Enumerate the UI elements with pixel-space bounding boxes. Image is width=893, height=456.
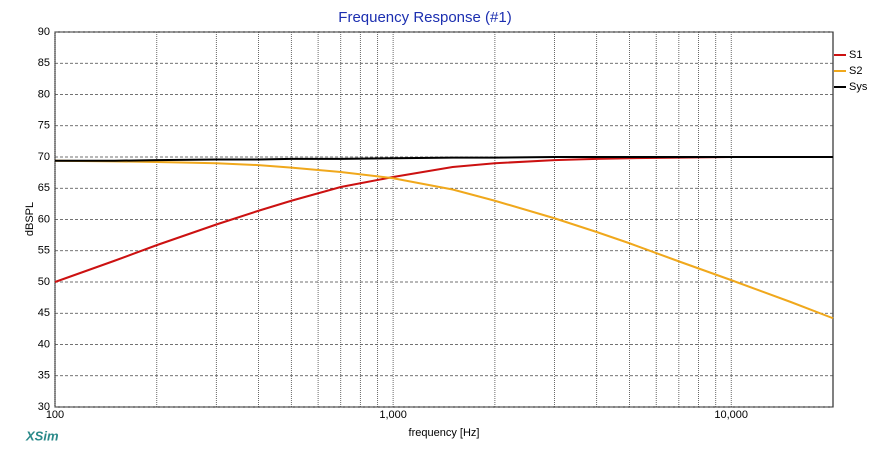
- series-line: [55, 156, 833, 162]
- y-tick-label: 85: [38, 57, 50, 69]
- y-tick-label: 75: [38, 120, 50, 132]
- y-tick-label: 40: [38, 338, 50, 350]
- y-tick-label: 35: [38, 370, 50, 382]
- x-tick-label: 1,000: [379, 409, 407, 421]
- x-axis-label: frequency [Hz]: [409, 427, 480, 439]
- y-tick-label: 90: [38, 26, 50, 38]
- chart-title: Frequency Response (#1): [338, 9, 511, 26]
- legend-label: Sys: [849, 81, 868, 93]
- legend-label: S1: [849, 49, 862, 61]
- y-tick-label: 55: [38, 245, 50, 257]
- y-tick-label: 30: [38, 401, 50, 413]
- watermark: XSim: [25, 428, 59, 443]
- y-tick-label: 80: [38, 88, 50, 100]
- series-line: [54, 159, 834, 320]
- x-tick-label: 100: [46, 409, 64, 421]
- plot-area: [54, 31, 834, 408]
- y-tick-label: 65: [38, 182, 50, 194]
- legend-label: S2: [849, 65, 862, 77]
- y-tick-label: 45: [38, 307, 50, 319]
- y-tick-label: 50: [38, 276, 50, 288]
- x-tick-label: 10,000: [714, 409, 748, 421]
- y-tick-label: 70: [38, 151, 50, 163]
- y-tick-label: 60: [38, 213, 50, 225]
- y-axis-label: dBSPL: [24, 202, 36, 236]
